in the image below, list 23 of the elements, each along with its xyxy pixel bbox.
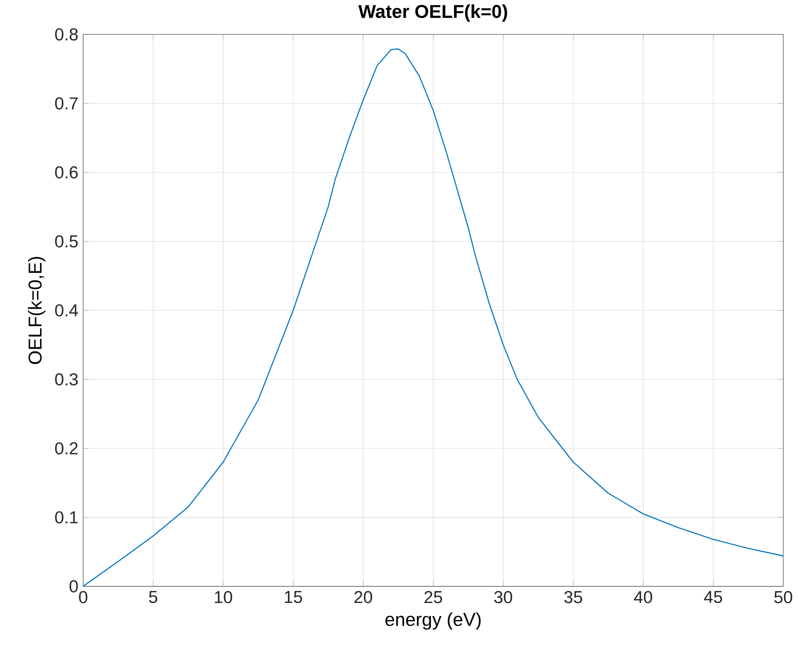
x-axis-title: energy (eV) — [385, 612, 481, 630]
x-tick-label: 0 — [79, 590, 88, 604]
y-tick-label: 0.2 — [55, 442, 78, 454]
x-tick-label: 35 — [564, 590, 582, 604]
y-tick-label: 0.8 — [55, 28, 78, 41]
x-tick-label: 25 — [424, 590, 442, 604]
x-tick-label: 10 — [214, 590, 232, 604]
y-tick-label: 0.6 — [55, 166, 78, 178]
x-tick-label: 40 — [634, 590, 652, 604]
y-axis-title: OELF(k=0,E) — [28, 256, 46, 364]
x-tick-label: 30 — [494, 590, 512, 604]
chart-title: Water OELF(k=0) — [358, 4, 508, 22]
y-tick-label: 0.7 — [55, 97, 78, 110]
y-tick-label: 0.5 — [55, 235, 78, 248]
x-tick-label: 50 — [774, 590, 792, 604]
x-tick-label: 45 — [704, 591, 722, 604]
x-tick-label: 20 — [354, 590, 372, 604]
x-tick-label: 5 — [149, 591, 158, 604]
y-tick-label: 0.3 — [55, 373, 78, 386]
y-tick-label: 0.1 — [55, 511, 78, 524]
y-tick-label: 0.4 — [55, 304, 78, 316]
x-tick-label: 15 — [284, 591, 302, 604]
y-tick-label: 0 — [70, 580, 78, 592]
